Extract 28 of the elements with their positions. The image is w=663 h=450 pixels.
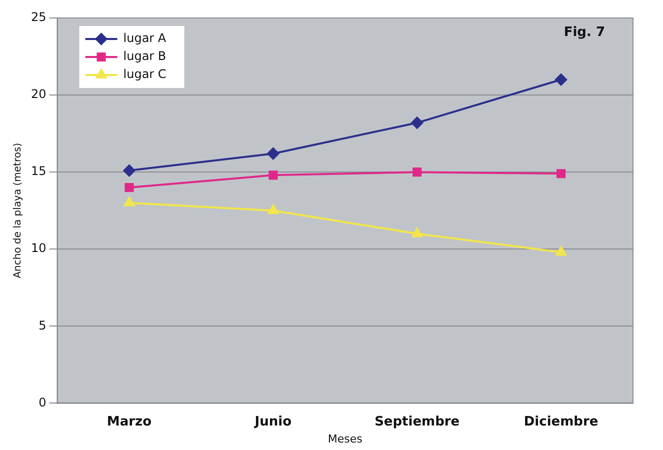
legend-label: lugar C xyxy=(123,67,166,82)
point xyxy=(267,148,280,160)
y-tick-label: 25 xyxy=(30,10,46,24)
x-tick-label: Junio xyxy=(254,414,292,430)
x-tick-label: Diciembre xyxy=(524,414,598,430)
y-tick-label: 5 xyxy=(38,318,46,332)
y-tick-label: 10 xyxy=(30,241,46,256)
y-axis-title: Ancho de la playa (metros) xyxy=(12,142,24,278)
point xyxy=(412,168,422,177)
point xyxy=(556,169,566,178)
legend-label: lugar B xyxy=(123,49,166,64)
y-tick-label: 20 xyxy=(30,87,46,102)
point xyxy=(556,246,566,256)
point xyxy=(411,116,424,129)
point xyxy=(124,182,134,192)
x-tick-label: Septiembre xyxy=(374,414,460,430)
point xyxy=(268,204,278,214)
point xyxy=(268,170,278,180)
x-tick-label: Marzo xyxy=(106,414,152,430)
legend-label: lugar A xyxy=(123,31,167,46)
point xyxy=(124,196,135,206)
point xyxy=(555,74,568,86)
x-axis-title: Meses xyxy=(328,432,363,446)
y-tick-label: 15 xyxy=(30,164,46,178)
y-tick-label: 0 xyxy=(38,395,46,410)
annotation: Fig. 7 xyxy=(564,24,605,40)
point xyxy=(123,164,136,177)
point xyxy=(412,228,422,238)
